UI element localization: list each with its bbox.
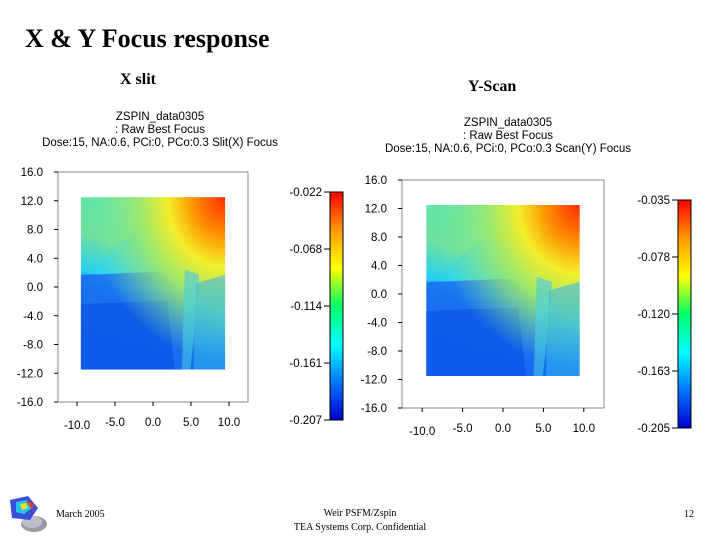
chart-title-line: : Raw Best Focus xyxy=(463,130,553,142)
y-tick-label: 8.0 xyxy=(27,225,43,237)
x-axis: -10.0 -5.0 0.0 5.0 10.0 xyxy=(409,408,595,438)
y-tick-label: 0.0 xyxy=(371,289,387,301)
colorbar-tick-label: -0.120 xyxy=(637,309,670,321)
chart-title-line: ZSPIN_data0305 xyxy=(464,117,552,129)
y-tick-label: -8.0 xyxy=(367,346,387,358)
x-tick-label: 5.0 xyxy=(535,423,551,435)
footer-confidential: TEA Systems Corp. Confidential xyxy=(293,522,427,533)
footer-date: March 2005 xyxy=(56,509,105,520)
x-tick-label: 5.0 xyxy=(183,417,199,429)
colorbar-tick-label: -0.022 xyxy=(289,187,322,199)
y-tick-label: 16.0 xyxy=(365,175,387,187)
colorbar-tick-label: -0.114 xyxy=(290,301,322,313)
y-axis: 16.0 12.0 8.0 4.0 0.0 -4.0 -8.0 -12.0 -16.0 xyxy=(361,175,402,415)
y-tick-label: 4.0 xyxy=(27,253,43,265)
y-tick-label: 16.0 xyxy=(21,167,43,179)
page-number: 12 xyxy=(684,509,694,520)
y-tick-label: 12.0 xyxy=(21,196,43,208)
y-tick-label: -12.0 xyxy=(361,375,387,387)
x-tick-label: 0.0 xyxy=(495,423,511,435)
x-slit-subtitle: X slit xyxy=(120,71,156,88)
chart-title-line: Dose:15, NA:0.6, PCi:0, PCo:0.3 Scan(Y) … xyxy=(385,143,631,155)
y-tick-label: -16.0 xyxy=(361,403,387,415)
colorbar-tick-label: -0.068 xyxy=(289,244,322,256)
colorbar-tick-label: -0.078 xyxy=(637,252,670,264)
colorbar-tick-label: -0.205 xyxy=(637,423,670,435)
company-logo-icon xyxy=(4,490,48,534)
y-scan-subtitle: Y-Scan xyxy=(468,78,517,95)
colorbar-tick-label: -0.035 xyxy=(637,195,670,207)
y-tick-label: 0.0 xyxy=(27,282,43,294)
y-tick-label: 12.0 xyxy=(365,204,387,216)
colorbar-tick-label: -0.163 xyxy=(637,366,670,378)
y-tick-label: -4.0 xyxy=(367,318,387,330)
chart-title-line: : Raw Best Focus xyxy=(115,124,205,136)
x-axis: -10.0 -5.0 0.0 5.0 10.0 xyxy=(64,402,240,432)
y-tick-label: -8.0 xyxy=(23,340,43,352)
y-tick-label: -16.0 xyxy=(17,397,43,409)
slide-title: X & Y Focus response xyxy=(25,24,270,53)
heatmap xyxy=(80,197,226,370)
y-tick-label: 8.0 xyxy=(371,232,387,244)
colorbar: -0.035 -0.078 -0.120 -0.163 -0.205 xyxy=(637,195,692,435)
chart-title-line: ZSPIN_data0305 xyxy=(116,111,204,123)
x-tick-label: 0.0 xyxy=(145,417,161,429)
heatmap xyxy=(426,204,580,376)
x-tick-label: -10.0 xyxy=(64,420,90,432)
x-tick-label: 10.0 xyxy=(573,423,595,435)
chart-title-line: Dose:15, NA:0.6, PCi:0, PCo:0.3 Slit(X) … xyxy=(42,137,278,149)
y-tick-label: -4.0 xyxy=(23,311,43,323)
colorbar: -0.022 -0.068 -0.114 -0.161 -0.207 xyxy=(289,187,344,427)
x-tick-label: -5.0 xyxy=(105,417,125,429)
x-tick-label: 10.0 xyxy=(218,417,240,429)
x-tick-label: -5.0 xyxy=(453,423,473,435)
footer-author: Weir PSFM/Zspin xyxy=(323,508,397,519)
colorbar-tick-label: -0.161 xyxy=(289,358,322,370)
y-tick-label: 4.0 xyxy=(371,261,387,273)
colorbar-tick-label: -0.207 xyxy=(289,415,322,427)
y-tick-label: -12.0 xyxy=(17,368,43,380)
footer-center: Weir PSFM/Zspin TEA Systems Corp. Confid… xyxy=(260,507,460,535)
x-tick-label: -10.0 xyxy=(409,426,435,438)
y-axis: 16.0 12.0 8.0 4.0 0.0 -4.0 -8.0 -12.0 -16.0 xyxy=(17,167,58,409)
